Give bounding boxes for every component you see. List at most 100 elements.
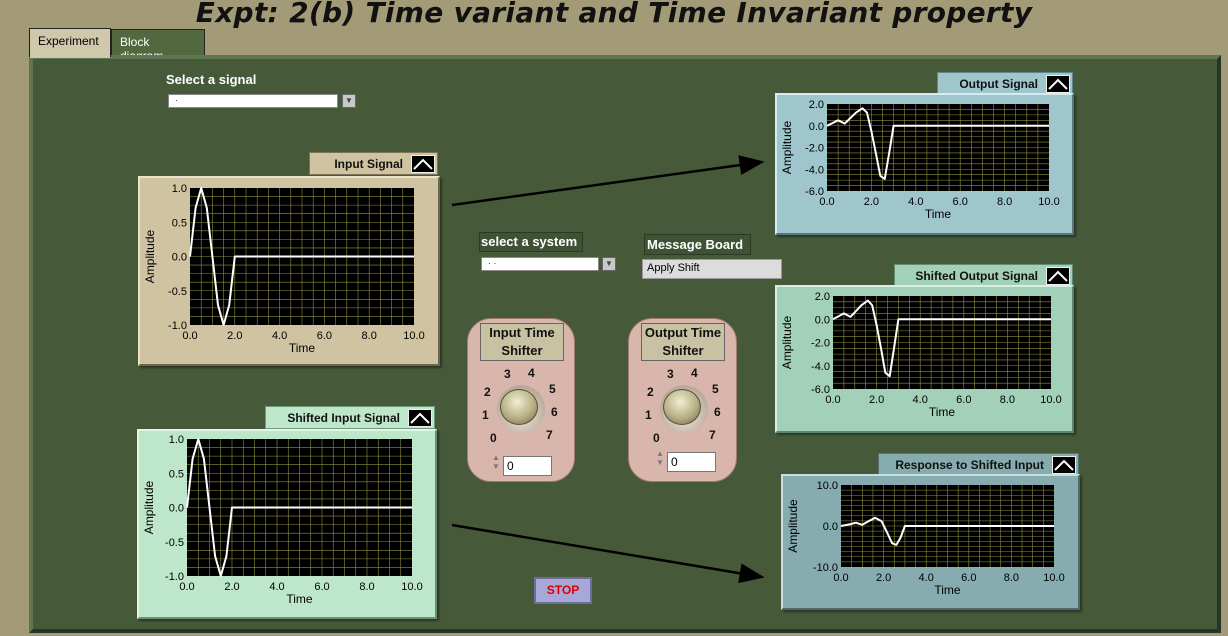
x-tick-label: 4.0 [919, 572, 934, 584]
input-signal-graph: 0.0 2.0 4.0 6.0 8.0 10.0 1.0 0.5 0.0 -0.5 -1.0 Time… [138, 176, 440, 366]
dial-label: 0 [490, 431, 497, 445]
system-select-arrow-icon[interactable]: ▼ [602, 257, 616, 271]
x-tick-label: 6.0 [961, 572, 976, 584]
y-axis-label: Amplitude [142, 481, 156, 535]
y-tick-label: 0.0 [823, 521, 838, 533]
output-time-shifter-panel: Output Time Shifter 0 1 2 3 4 5 6 7 ▲ ▼ 0 [628, 318, 737, 482]
signal-select-arrow-icon[interactable]: ▼ [342, 94, 356, 108]
dial-label: 4 [528, 366, 535, 380]
y-tick-label: 0.0 [815, 314, 830, 326]
input-time-shifter-panel: Input Time Shifter 0 1 2 3 4 5 6 7 ▲ ▼ 0 [467, 318, 575, 482]
output-shifter-knob[interactable] [663, 389, 701, 425]
y-tick-label: -2.0 [811, 338, 830, 350]
y-tick-label: 0.0 [169, 503, 184, 515]
dial-label: 4 [691, 366, 698, 380]
signal-trace [840, 516, 1054, 546]
y-tick-label: -10.0 [813, 562, 838, 574]
x-axis-label: Time [934, 583, 961, 597]
y-tick-label: -1.0 [165, 571, 184, 583]
x-axis-label: Time [929, 405, 956, 419]
y-tick-label: -6.0 [805, 186, 824, 198]
y-tick-label: 2.0 [815, 291, 830, 303]
x-tick-label: 2.0 [864, 196, 879, 208]
spinner-arrows-icon[interactable]: ▲ ▼ [656, 449, 664, 467]
y-tick-label: -6.0 [811, 384, 830, 396]
dial-label: 6 [714, 405, 721, 419]
select-system-label: select a system [479, 232, 583, 252]
tab-block-diagram[interactable]: Block diagram [111, 29, 205, 63]
plot-area: 0.0 2.0 4.0 6.0 8.0 10.0 2.0 0.0 -2.0 -4.0 -6.0 Tim… [780, 99, 1060, 221]
system-select[interactable]: · · [481, 257, 599, 271]
x-tick-label: 10.0 [401, 581, 422, 593]
dial-label: 3 [504, 367, 511, 381]
dial-label: 5 [712, 382, 719, 396]
dial-label: 3 [667, 367, 674, 381]
x-axis-label: Time [286, 592, 313, 606]
dial-label: 2 [647, 385, 654, 399]
x-tick-label: 0.0 [179, 581, 194, 593]
y-tick-label: -0.5 [165, 537, 184, 549]
input-shifter-knob[interactable] [500, 389, 538, 425]
y-tick-label: 2.0 [809, 99, 824, 111]
message-board: Apply Shift [642, 259, 782, 279]
plot-area: 0.0 2.0 4.0 6.0 8.0 10.010.00.0-10.0TimeAmpli… [786, 480, 1065, 597]
plot-legend-icon[interactable] [408, 408, 432, 427]
dial-label: 5 [549, 382, 556, 396]
x-tick-label: 0.0 [825, 394, 840, 406]
x-tick-label: 10.0 [403, 330, 424, 342]
tab-experiment[interactable]: Experiment [29, 28, 111, 58]
output-time-shifter-label: Output Time Shifter [641, 323, 725, 361]
response-graph: 0.0 2.0 4.0 6.0 8.0 10.0 10.0 0.0 -10.0 Time Ampli… [781, 474, 1080, 610]
shifted-input-title: Shifted Input Signal [265, 406, 435, 429]
x-tick-label: 0.0 [182, 330, 197, 342]
plot-legend-icon[interactable] [1046, 74, 1070, 93]
input-time-shifter-label: Input Time Shifter [480, 323, 564, 361]
flow-arrows [451, 155, 765, 584]
dial-label: 7 [709, 428, 716, 442]
y-axis-label: Amplitude [786, 499, 800, 553]
x-tick-label: 4.0 [272, 330, 287, 342]
y-axis-label: Amplitude [780, 121, 794, 175]
spinner-arrows-icon[interactable]: ▲ ▼ [492, 453, 500, 471]
plot-legend-icon[interactable] [1052, 455, 1076, 474]
dial-label: 1 [645, 408, 652, 422]
stop-button[interactable]: STOP [534, 577, 592, 604]
y-tick-label: -4.0 [805, 164, 824, 176]
output-signal-graph: 0.0 2.0 4.0 6.0 8.0 10.0 2.0 0.0 -2.0 -4.0 -6.0 Tim… [775, 93, 1074, 235]
signal-select[interactable]: · [168, 94, 338, 108]
shifted-output-title: Shifted Output Signal [894, 264, 1073, 287]
signal-trace [189, 187, 414, 326]
signal-trace [832, 299, 1051, 378]
x-tick-label: 10.0 [1043, 572, 1064, 584]
shifted-output-graph: 0.0 2.0 4.0 6.0 8.0 10.0 2.0 0.0 -2.0 -4.0 -6.0 Tim… [775, 285, 1074, 433]
x-tick-label: 6.0 [317, 330, 332, 342]
x-axis-label: Time [289, 341, 316, 355]
dial-label: 2 [484, 385, 491, 399]
input-shifter-value[interactable]: 0 [503, 456, 552, 476]
y-tick-label: 0.0 [172, 252, 187, 264]
x-tick-label: 10.0 [1040, 394, 1061, 406]
plot-legend-icon[interactable] [1046, 266, 1070, 285]
x-tick-label: 0.0 [819, 196, 834, 208]
plot-area: 0.0 2.0 4.0 6.0 8.0 10.0 2.0 0.0 -2.0 -4.0 -6.0 Tim… [780, 291, 1062, 419]
plot-legend-icon[interactable] [411, 154, 435, 173]
y-tick-label: 1.0 [169, 434, 184, 446]
y-tick-label: 0.5 [169, 468, 184, 480]
input-shifter-label-line1: Input Time [489, 325, 555, 340]
dial-label: 7 [546, 428, 553, 442]
plot-area: 0.0 2.0 4.0 6.0 8.0 10.0 1.0 0.5 0.0 -0.5 -1.0 Time… [142, 434, 423, 606]
y-tick-label: -2.0 [805, 143, 824, 155]
select-signal-label: Select a signal [166, 72, 257, 87]
page-title: Expt: 2(b) Time variant and Time Invaria… [195, 0, 1033, 29]
x-tick-label: 8.0 [997, 196, 1012, 208]
signal-trace [186, 438, 412, 577]
response-title: Response to Shifted Input [878, 453, 1079, 476]
x-axis-label: Time [925, 207, 952, 221]
y-tick-label: -4.0 [811, 361, 830, 373]
output-shifter-value[interactable]: 0 [667, 452, 716, 472]
x-tick-label: 8.0 [1004, 572, 1019, 584]
input-shifter-label-line2: Shifter [501, 343, 543, 358]
x-tick-label: 2.0 [227, 330, 242, 342]
dial-label: 0 [653, 431, 660, 445]
y-axis-label: Amplitude [780, 316, 794, 370]
